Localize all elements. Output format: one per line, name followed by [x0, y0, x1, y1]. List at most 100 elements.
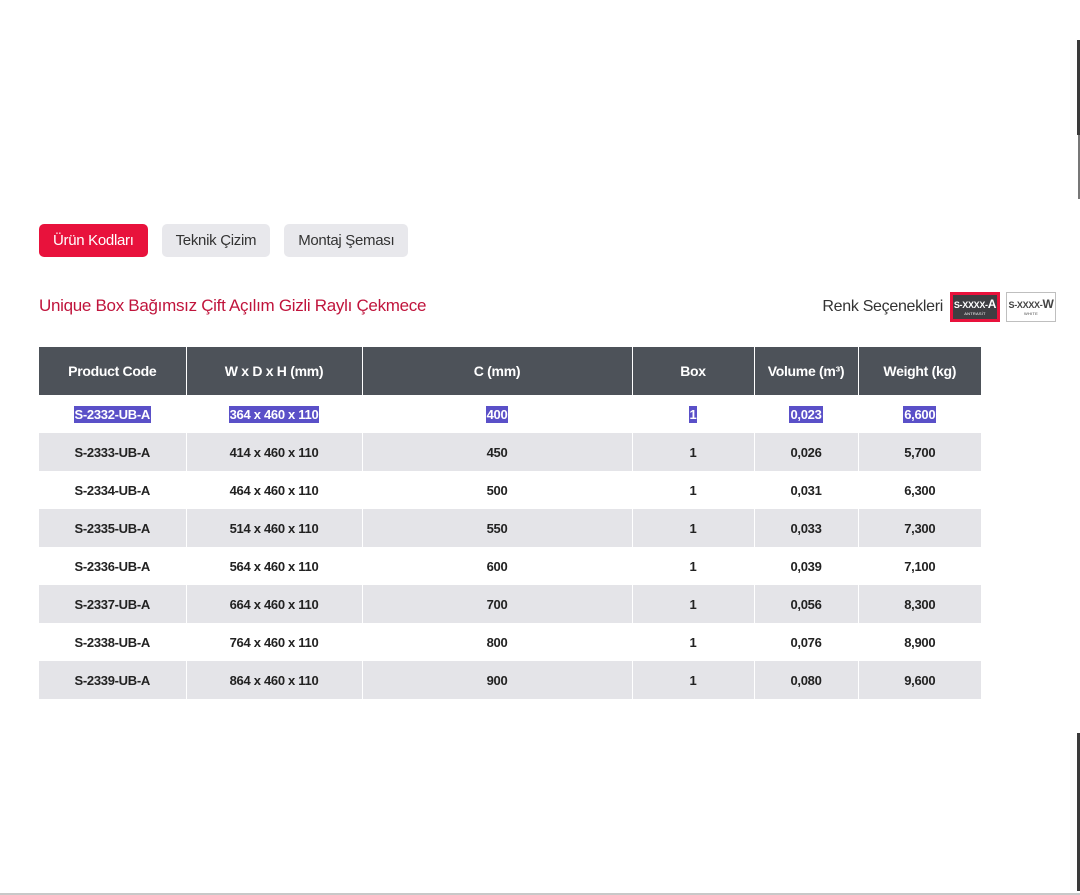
cell-product-code: S-2334-UB-A	[39, 471, 187, 509]
color-options-label: Renk Seçenekleri	[822, 298, 943, 315]
table-row[interactable]: S-2334-UB-A 464 x 460 x 110 500 1 0,031 6,300	[39, 471, 981, 509]
bottom-divider	[0, 893, 1080, 895]
cell-dimensions: 864 x 460 x 110	[186, 661, 363, 699]
cell-dimensions-text: 464 x 460 x 110	[229, 482, 319, 498]
cell-product-code: S-2332-UB-A	[39, 395, 187, 433]
cell-dimensions: 414 x 460 x 110	[186, 433, 363, 471]
cell-volume: 0,056	[754, 585, 859, 623]
table-row[interactable]: S-2339-UB-A 864 x 460 x 110 900 1 0,080 9,600	[39, 661, 981, 699]
cell-dimensions: 764 x 460 x 110	[186, 623, 363, 661]
cell-c-text: 700	[486, 596, 508, 612]
cell-product-code-text: S-2338-UB-A	[74, 634, 151, 650]
cell-product-code-text: S-2333-UB-A	[74, 444, 151, 460]
cell-weight: 7,300	[858, 509, 981, 547]
cell-volume-text: 0,039	[790, 558, 822, 574]
cell-product-code-text: S-2336-UB-A	[74, 558, 151, 574]
cell-weight-text: 6,600	[903, 405, 937, 423]
cell-c-text: 600	[486, 558, 508, 574]
cell-box: 1	[632, 433, 755, 471]
tab-urun-kodlari[interactable]: Ürün Kodları	[39, 224, 148, 257]
cell-dimensions-text: 664 x 460 x 110	[229, 596, 319, 612]
cell-weight-text: 9,600	[904, 672, 936, 688]
cell-c: 800	[362, 623, 633, 661]
cell-volume-text: 0,033	[790, 520, 822, 536]
cell-box: 1	[632, 509, 755, 547]
header-box[interactable]: Box	[632, 347, 755, 395]
cell-c: 550	[362, 509, 633, 547]
cell-weight: 6,600	[858, 395, 981, 433]
cell-product-code-text: S-2332-UB-A	[73, 405, 151, 423]
cell-product-code: S-2337-UB-A	[39, 585, 187, 623]
color-swatch-anthracite[interactable]: S-XXXX-A ANTRASİT	[950, 292, 1000, 322]
cell-dimensions: 564 x 460 x 110	[186, 547, 363, 585]
cell-dimensions-text: 364 x 460 x 110	[228, 405, 320, 423]
cell-c: 450	[362, 433, 633, 471]
table-row[interactable]: S-2338-UB-A 764 x 460 x 110 800 1 0,076 8,900	[39, 623, 981, 661]
cell-product-code: S-2338-UB-A	[39, 623, 187, 661]
header-weight[interactable]: Weight (kg)	[858, 347, 981, 395]
cell-c: 700	[362, 585, 633, 623]
cell-box: 1	[632, 471, 755, 509]
cell-weight-text: 8,300	[904, 596, 936, 612]
cell-volume: 0,033	[754, 509, 859, 547]
cell-box: 1	[632, 623, 755, 661]
cell-dimensions-text: 864 x 460 x 110	[229, 672, 319, 688]
swatch-subtitle: WHITE	[1024, 310, 1038, 316]
cell-dimensions-text: 514 x 460 x 110	[229, 520, 319, 536]
cell-product-code-text: S-2335-UB-A	[74, 520, 151, 536]
cell-weight: 8,900	[858, 623, 981, 661]
scrollbar-edge-top	[1077, 40, 1080, 135]
header-volume[interactable]: Volume (m³)	[754, 347, 859, 395]
cell-weight-text: 6,300	[904, 482, 936, 498]
cell-box: 1	[632, 661, 755, 699]
cell-product-code: S-2335-UB-A	[39, 509, 187, 547]
cell-weight: 5,700	[858, 433, 981, 471]
cell-c-text: 900	[486, 672, 508, 688]
table-row[interactable]: S-2337-UB-A 664 x 460 x 110 700 1 0,056 8,300	[39, 585, 981, 623]
table-row[interactable]: S-2333-UB-A 414 x 460 x 110 450 1 0,026 5,700	[39, 433, 981, 471]
cell-weight: 8,300	[858, 585, 981, 623]
table-body: S-2332-UB-A 364 x 460 x 110 400 1 0,023 6,600…	[39, 395, 981, 699]
cell-c: 600	[362, 547, 633, 585]
cell-volume: 0,031	[754, 471, 859, 509]
cell-dimensions-text: 414 x 460 x 110	[229, 444, 319, 460]
cell-product-code-text: S-2339-UB-A	[74, 672, 151, 688]
cell-c: 900	[362, 661, 633, 699]
cell-dimensions-text: 764 x 460 x 110	[229, 634, 319, 650]
cell-dimensions: 514 x 460 x 110	[186, 509, 363, 547]
cell-volume-text: 0,080	[790, 672, 822, 688]
color-swatch-white[interactable]: S-XXXX-W WHITE	[1006, 292, 1056, 322]
header-dimensions[interactable]: W x D x H (mm)	[186, 347, 363, 395]
cell-volume: 0,080	[754, 661, 859, 699]
cell-volume: 0,023	[754, 395, 859, 433]
cell-volume-text: 0,056	[790, 596, 822, 612]
header-c[interactable]: C (mm)	[362, 347, 633, 395]
table-row[interactable]: S-2336-UB-A 564 x 460 x 110 600 1 0,039 7,100	[39, 547, 981, 585]
scrollbar-edge-bottom	[1077, 733, 1080, 891]
cell-volume: 0,026	[754, 433, 859, 471]
header-product-code[interactable]: Product Code	[39, 347, 187, 395]
cell-weight-text: 5,700	[904, 444, 936, 460]
table-row[interactable]: S-2332-UB-A 364 x 460 x 110 400 1 0,023 6,600	[39, 395, 981, 433]
cell-product-code: S-2333-UB-A	[39, 433, 187, 471]
cell-product-code: S-2336-UB-A	[39, 547, 187, 585]
tab-montaj-semasi[interactable]: Montaj Şeması	[284, 224, 409, 257]
tab-teknik-cizim[interactable]: Teknik Çizim	[161, 224, 271, 257]
cell-product-code-text: S-2334-UB-A	[74, 482, 151, 498]
cell-volume-text: 0,031	[790, 482, 822, 498]
cell-weight: 7,100	[858, 547, 981, 585]
product-table: Product Code W x D x H (mm) C (mm) Box V…	[39, 347, 981, 699]
cell-box: 1	[632, 547, 755, 585]
cell-c-text: 450	[486, 444, 508, 460]
tab-bar: Ürün Kodları Teknik Çizim Montaj Şeması	[39, 224, 409, 257]
table-row[interactable]: S-2335-UB-A 514 x 460 x 110 550 1 0,033 7,300	[39, 509, 981, 547]
cell-box-text: 1	[689, 444, 697, 460]
cell-dimensions: 364 x 460 x 110	[186, 395, 363, 433]
cell-product-code: S-2339-UB-A	[39, 661, 187, 699]
cell-weight: 6,300	[858, 471, 981, 509]
cell-dimensions: 664 x 460 x 110	[186, 585, 363, 623]
cell-weight-text: 8,900	[904, 634, 936, 650]
cell-c-text: 400	[485, 405, 509, 423]
cell-box: 1	[632, 585, 755, 623]
